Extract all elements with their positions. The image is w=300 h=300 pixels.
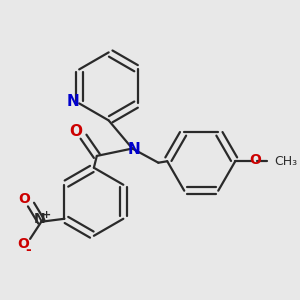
Text: O: O <box>69 124 82 139</box>
Text: N: N <box>34 212 46 226</box>
Text: O: O <box>19 192 30 206</box>
Text: N: N <box>66 94 79 110</box>
Text: +: + <box>42 210 51 220</box>
Text: -: - <box>26 243 32 257</box>
Text: CH₃: CH₃ <box>274 155 297 168</box>
Text: O: O <box>249 153 261 167</box>
Text: O: O <box>18 237 29 251</box>
Text: N: N <box>128 142 140 157</box>
